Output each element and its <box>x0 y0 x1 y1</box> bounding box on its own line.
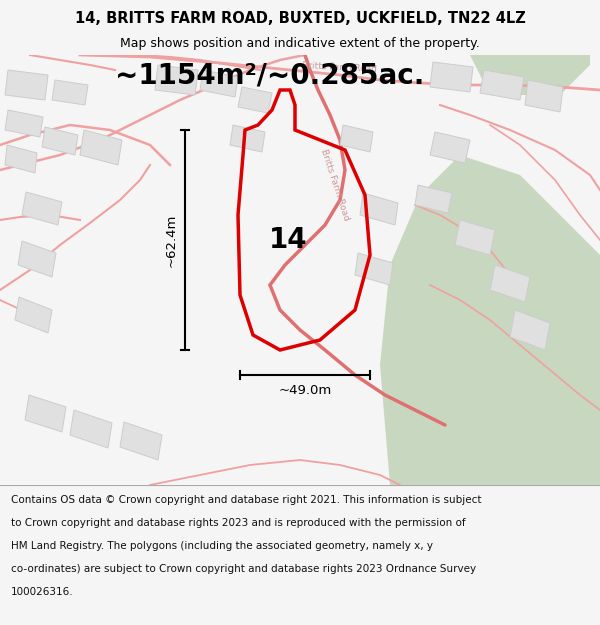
Text: 100026316.: 100026316. <box>11 588 73 598</box>
Polygon shape <box>120 422 162 460</box>
Polygon shape <box>155 65 198 95</box>
Polygon shape <box>15 297 52 333</box>
Polygon shape <box>430 132 470 163</box>
Polygon shape <box>470 55 590 95</box>
Polygon shape <box>52 80 88 105</box>
Polygon shape <box>430 62 473 92</box>
Polygon shape <box>238 87 272 113</box>
Polygon shape <box>415 185 452 213</box>
Text: Britts Farm Road: Britts Farm Road <box>319 148 351 222</box>
Polygon shape <box>480 70 524 100</box>
Text: 14: 14 <box>269 226 307 254</box>
Polygon shape <box>490 265 530 302</box>
Polygon shape <box>25 395 66 432</box>
Polygon shape <box>455 220 495 255</box>
Polygon shape <box>18 241 56 277</box>
Polygon shape <box>22 192 62 225</box>
Text: co-ordinates) are subject to Crown copyright and database rights 2023 Ordnance S: co-ordinates) are subject to Crown copyr… <box>11 564 476 574</box>
Text: ~62.4m: ~62.4m <box>164 213 178 267</box>
Polygon shape <box>5 145 37 173</box>
Polygon shape <box>510 310 550 350</box>
Polygon shape <box>70 410 112 448</box>
Text: ~49.0m: ~49.0m <box>278 384 332 398</box>
Text: HM Land Registry. The polygons (including the associated geometry, namely x, y: HM Land Registry. The polygons (includin… <box>11 541 433 551</box>
Text: 14, BRITTS FARM ROAD, BUXTED, UCKFIELD, TN22 4LZ: 14, BRITTS FARM ROAD, BUXTED, UCKFIELD, … <box>74 11 526 26</box>
Polygon shape <box>525 80 563 112</box>
Text: Contains OS data © Crown copyright and database right 2021. This information is : Contains OS data © Crown copyright and d… <box>11 495 481 505</box>
Text: Britts Farm Road: Britts Farm Road <box>302 61 377 74</box>
Text: Map shows position and indicative extent of the property.: Map shows position and indicative extent… <box>120 36 480 49</box>
Polygon shape <box>42 127 78 155</box>
Polygon shape <box>380 155 600 485</box>
Polygon shape <box>80 130 122 165</box>
Polygon shape <box>360 193 398 225</box>
Polygon shape <box>200 70 238 97</box>
Polygon shape <box>355 253 393 285</box>
Polygon shape <box>340 125 373 152</box>
Text: ~1154m²/~0.285ac.: ~1154m²/~0.285ac. <box>115 61 425 89</box>
Text: to Crown copyright and database rights 2023 and is reproduced with the permissio: to Crown copyright and database rights 2… <box>11 518 466 528</box>
Polygon shape <box>230 125 265 152</box>
Polygon shape <box>5 70 48 100</box>
Polygon shape <box>5 110 43 137</box>
